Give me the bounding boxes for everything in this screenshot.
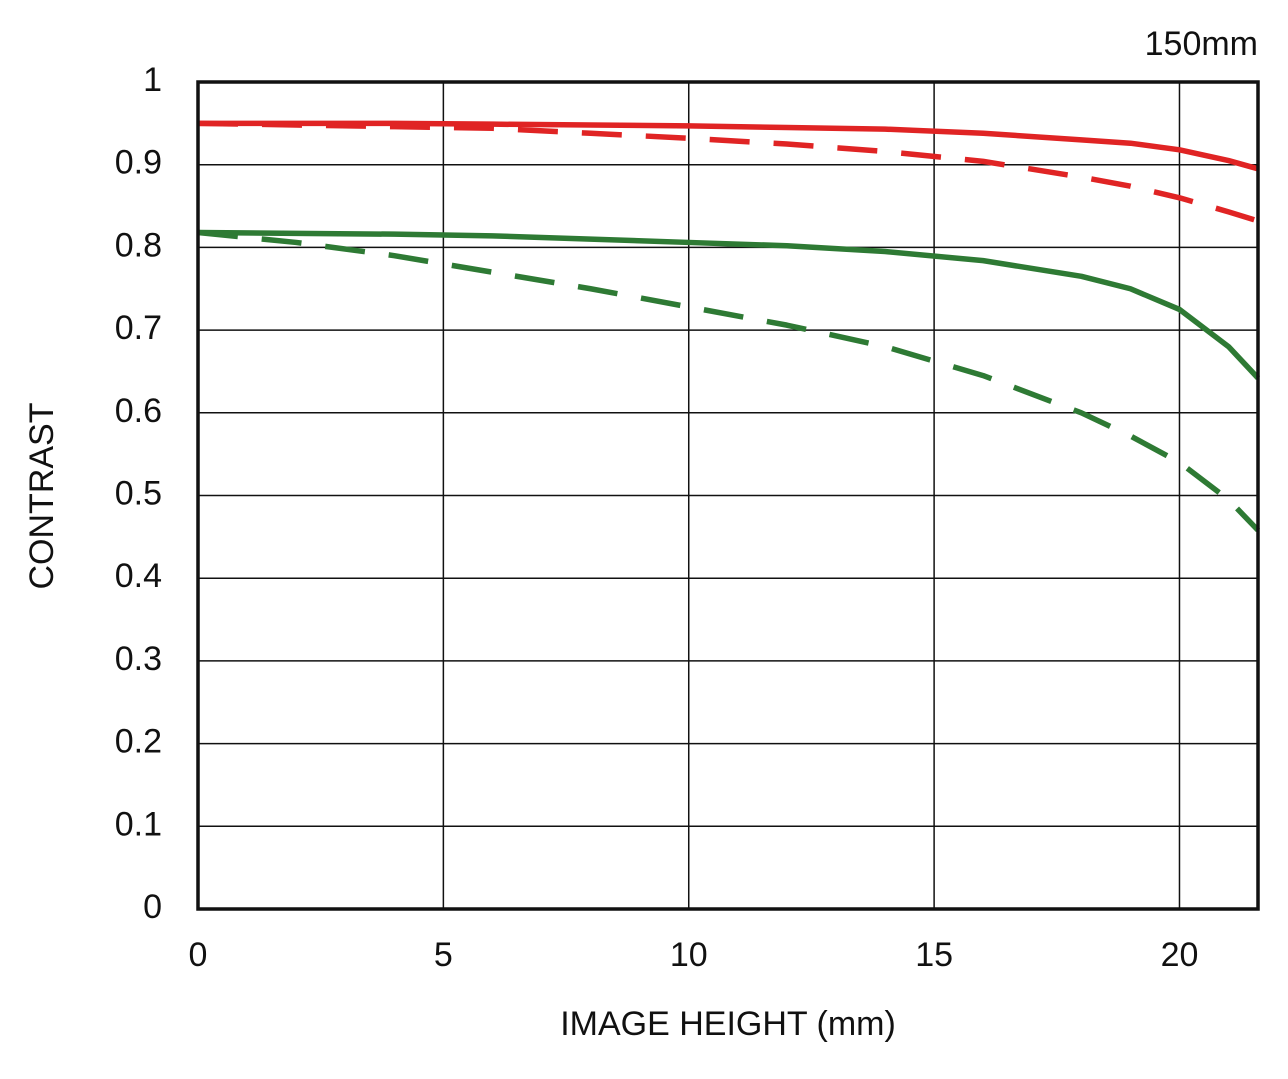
x-tick-label: 10: [670, 936, 708, 974]
x-tick-label: 20: [1161, 936, 1199, 974]
y-tick-label: 0.9: [115, 144, 162, 182]
x-tick-label: 0: [189, 936, 208, 974]
y-tick-label: 0.2: [115, 723, 162, 761]
plot-frame: [196, 80, 1260, 911]
y-tick-label: 0.5: [115, 474, 162, 512]
y-tick-label: 1: [143, 61, 162, 99]
x-tick-label: 5: [434, 936, 453, 974]
chart-title: 150mm: [1145, 25, 1258, 63]
data-line: [198, 120, 1259, 172]
y-tick-label: 0.3: [115, 640, 162, 678]
y-tick-label: 0.6: [115, 392, 162, 430]
data-line: [197, 120, 1259, 224]
y-tick-label: 0.1: [115, 805, 162, 843]
x-axis-label: IMAGE HEIGHT (mm): [560, 1005, 896, 1043]
y-tick-label: 0.4: [115, 557, 162, 595]
y-axis-label: CONTRAST: [23, 403, 61, 590]
y-tick-label: 0.8: [115, 226, 162, 264]
data-line: [197, 229, 1260, 533]
y-tick-label: 0.7: [115, 309, 162, 347]
data-line: [197, 229, 1261, 380]
x-tick-label: 15: [915, 936, 953, 974]
y-tick-label: 0: [143, 888, 162, 926]
